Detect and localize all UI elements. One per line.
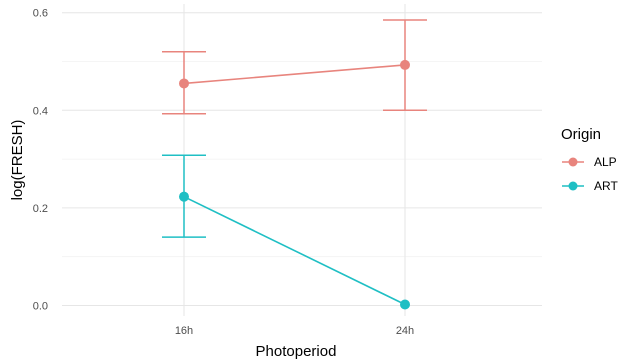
legend-title: Origin [561,126,601,143]
x-axis-ticks: 16h 24h [175,325,414,337]
y-tick-label: 0.6 [33,8,48,20]
data-points [179,59,410,310]
x-axis-title: Photoperiod [256,343,337,360]
x-tick-label: 16h [175,325,193,337]
data-point-art [179,191,189,202]
series-line-art [183,195,406,306]
legend-label: ART [594,179,618,193]
legend-item-alp: ALP [562,155,617,169]
y-axis-title: log(FRESH) [9,120,26,201]
y-axis-ticks: 0.0 0.2 0.4 0.6 [33,8,48,313]
legend-items: ALP ART [562,155,618,193]
data-point-alp [179,78,189,89]
legend-item-art: ART [562,179,618,193]
data-point-alp [400,59,410,70]
legend-key-point [568,181,578,191]
series-lines [183,64,406,306]
y-tick-label: 0.2 [33,203,48,215]
y-tick-label: 0.4 [33,105,48,117]
legend-key-point [568,157,578,167]
legend: Origin ALP ART [561,126,618,193]
legend-label: ALP [594,155,617,169]
y-tick-label: 0.0 [33,301,48,313]
data-point-art [400,299,410,310]
x-tick-label: 24h [396,325,414,337]
series-line-alp [183,64,406,85]
grid [62,4,542,316]
